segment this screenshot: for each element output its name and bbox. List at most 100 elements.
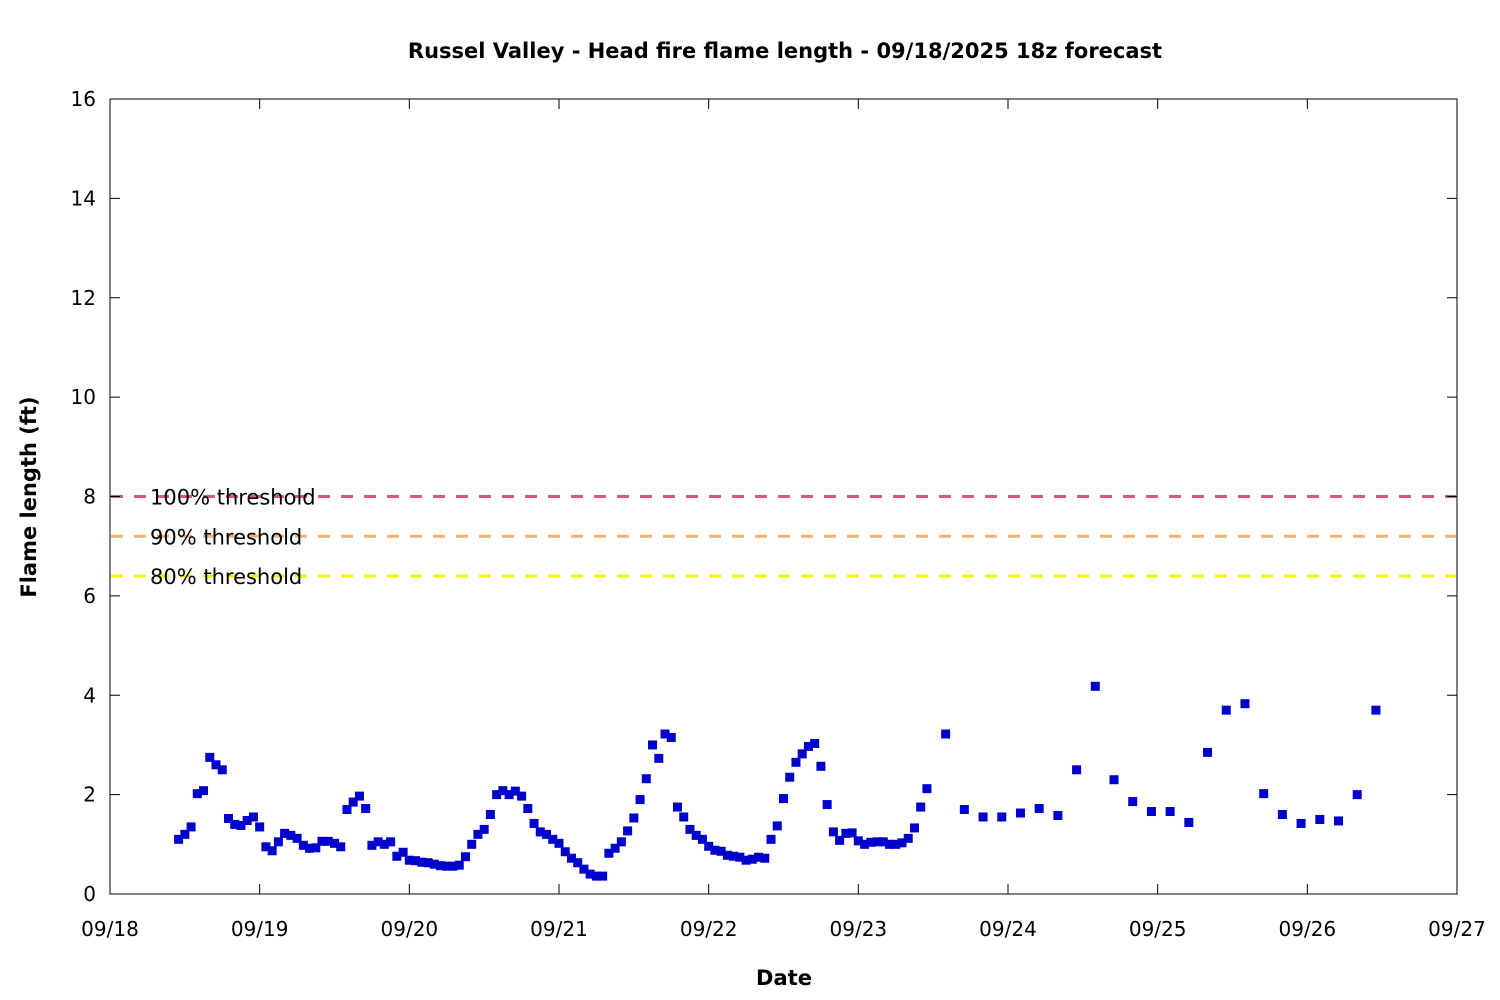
data-point xyxy=(298,840,308,850)
y-tick-label: 16 xyxy=(71,87,96,111)
data-point xyxy=(367,840,377,850)
data-point xyxy=(897,838,907,848)
data-point xyxy=(523,804,533,814)
data-point xyxy=(560,847,570,857)
data-point xyxy=(679,812,689,822)
data-point xyxy=(635,795,645,805)
data-point xyxy=(1259,789,1269,799)
data-point xyxy=(623,826,633,836)
data-point xyxy=(454,860,464,870)
data-point xyxy=(348,797,358,807)
data-point xyxy=(997,812,1007,822)
data-point xyxy=(330,838,339,848)
data-point xyxy=(379,839,389,849)
data-point xyxy=(922,784,932,794)
x-tick-label: 09/20 xyxy=(381,917,439,941)
data-point xyxy=(847,828,857,838)
data-point xyxy=(1203,747,1213,757)
data-point xyxy=(747,854,757,864)
y-tick-label: 10 xyxy=(71,385,96,409)
data-point xyxy=(878,837,888,847)
data-point xyxy=(891,839,901,849)
data-point xyxy=(810,738,820,748)
threshold-label-0: 100% threshold xyxy=(150,486,316,510)
data-point xyxy=(255,822,265,832)
data-point xyxy=(841,828,851,838)
y-tick-label: 0 xyxy=(83,882,96,906)
data-point xyxy=(417,857,427,867)
data-point xyxy=(342,805,352,815)
data-point xyxy=(1296,818,1306,828)
data-point xyxy=(498,786,508,796)
data-point xyxy=(666,732,676,742)
data-point xyxy=(660,729,670,739)
x-tick-label: 09/25 xyxy=(1129,917,1187,941)
data-point xyxy=(535,827,545,837)
data-point xyxy=(504,790,514,800)
data-point xyxy=(492,790,502,800)
data-point xyxy=(267,846,277,856)
data-point xyxy=(429,859,439,869)
data-point xyxy=(916,802,926,812)
data-point xyxy=(691,830,701,840)
data-point xyxy=(598,871,608,881)
data-point xyxy=(510,786,520,796)
data-point xyxy=(386,837,396,847)
threshold-lines: 100% threshold 90% threshold 80% threshold xyxy=(111,486,1456,589)
data-point xyxy=(1072,765,1082,775)
threshold-label-2: 80% threshold xyxy=(150,565,302,589)
data-point xyxy=(186,822,196,832)
y-tick-label: 4 xyxy=(83,683,96,707)
chart-title: Russel Valley - Head fire flame length -… xyxy=(408,39,1162,63)
data-point xyxy=(261,842,271,852)
data-point xyxy=(1128,797,1138,807)
data-point xyxy=(616,837,626,847)
data-point xyxy=(317,836,327,846)
data-point xyxy=(697,834,707,844)
data-point xyxy=(248,812,258,822)
data-point xyxy=(685,824,695,834)
data-point xyxy=(392,851,402,861)
data-point xyxy=(828,827,838,837)
data-point xyxy=(205,752,215,762)
data-point xyxy=(473,829,483,839)
data-point xyxy=(1109,775,1119,785)
data-point xyxy=(735,852,745,862)
data-point xyxy=(305,843,315,853)
data-point xyxy=(286,830,296,840)
data-point xyxy=(729,851,739,861)
data-point xyxy=(311,843,321,853)
data-point xyxy=(579,864,589,874)
data-point xyxy=(529,818,539,828)
x-tick-label: 09/21 xyxy=(530,917,588,941)
data-point xyxy=(323,836,333,846)
data-point xyxy=(199,786,209,796)
data-point xyxy=(1352,790,1362,800)
data-point xyxy=(1146,807,1156,817)
data-point xyxy=(230,819,240,829)
data-point xyxy=(1240,699,1250,709)
data-point xyxy=(236,820,246,830)
x-tick-label: 09/19 xyxy=(231,917,289,941)
data-point xyxy=(872,837,882,847)
data-point xyxy=(223,813,233,823)
x-tick-label: 09/18 xyxy=(81,917,139,941)
data-point xyxy=(1165,807,1175,817)
data-point xyxy=(716,846,726,856)
data-point xyxy=(672,802,682,812)
x-tick-label: 09/27 xyxy=(1428,917,1486,941)
data-point xyxy=(710,845,720,855)
data-point xyxy=(1015,808,1025,818)
data-points xyxy=(174,681,1381,881)
data-point xyxy=(361,804,371,814)
data-point xyxy=(591,871,601,881)
y-tick-label: 12 xyxy=(71,286,96,310)
data-point xyxy=(722,850,732,860)
data-point xyxy=(978,812,988,822)
y-tick-label: 8 xyxy=(83,485,96,509)
x-tick-label: 09/23 xyxy=(830,917,888,941)
data-point xyxy=(835,835,845,845)
data-point xyxy=(479,824,489,834)
data-point xyxy=(398,847,408,857)
